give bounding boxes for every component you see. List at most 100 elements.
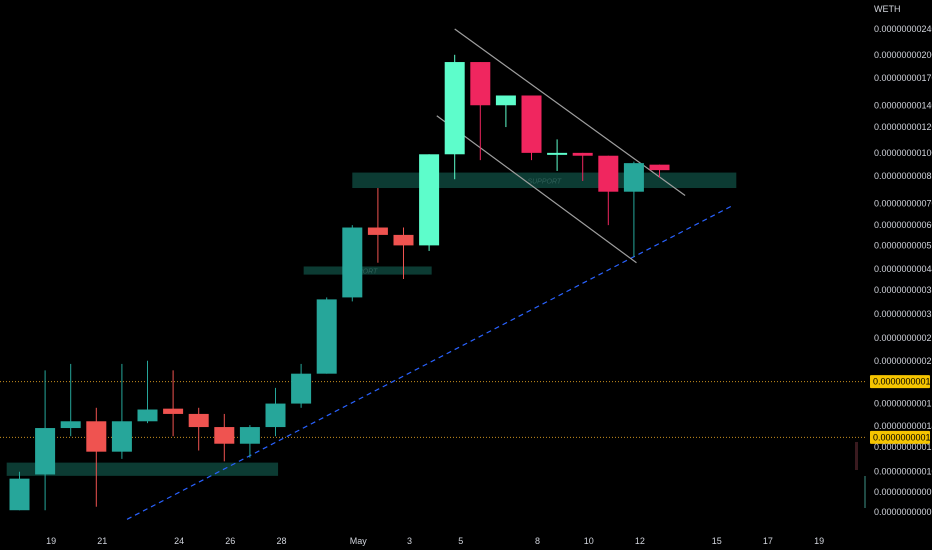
candle <box>419 154 440 251</box>
support-zone <box>6 462 279 476</box>
candle-body <box>239 427 260 444</box>
x-tick-label: 19 <box>46 536 56 546</box>
x-tick-label: 8 <box>535 536 540 546</box>
candle-body <box>111 421 132 452</box>
candle <box>521 95 542 161</box>
price-badge-label: 0.0000000001339 <box>873 432 932 442</box>
candle <box>137 360 158 424</box>
candle-body <box>572 152 593 156</box>
support-zone-label: PORT <box>358 269 378 276</box>
y-tick-label: 0.0000000005200 <box>874 240 932 250</box>
candle <box>572 152 593 181</box>
candle <box>214 413 235 462</box>
candle-body <box>9 478 30 511</box>
candle <box>316 297 337 374</box>
channel-lower-line <box>436 115 637 264</box>
y-tick-label: 0.0000000002700 <box>874 333 932 343</box>
candle <box>342 225 363 302</box>
candle-body <box>598 155 619 192</box>
x-tick-label: 26 <box>225 536 235 546</box>
price-lines-layer <box>0 381 866 438</box>
y-tick-label: 0.0000000003800 <box>874 285 932 295</box>
y-tick-label: 0.0000000007000 <box>874 198 932 208</box>
y-tick-label: 0.0000000001450 <box>874 421 932 431</box>
candle <box>393 227 414 280</box>
support-zone <box>303 266 432 275</box>
candle <box>470 62 491 161</box>
candle <box>163 370 184 437</box>
candle <box>623 161 644 257</box>
x-tick-label: 5 <box>458 536 463 546</box>
x-axis: 19 21 24 26 28 May 3 5 8 10 12 15 17 19 <box>46 536 824 546</box>
y-tick-label: 0.0000000004400 <box>874 264 932 274</box>
y-tick-label: 0.0000000008500 <box>874 171 932 181</box>
candle <box>111 363 132 459</box>
x-tick-label: 12 <box>635 536 645 546</box>
candle-body <box>649 164 670 171</box>
candle-body <box>316 299 337 374</box>
candle-body <box>60 421 81 429</box>
candle-body <box>393 234 414 246</box>
y-tick-label: 0.0000000010000 <box>874 148 932 158</box>
price-badge <box>870 430 930 444</box>
volume-marker <box>855 442 858 470</box>
candle-body <box>444 62 465 155</box>
y-tick-label: 0.0000000001050 <box>874 467 932 477</box>
x-tick-label: 15 <box>712 536 722 546</box>
candle <box>291 363 312 408</box>
candle-body <box>521 95 542 153</box>
y-tick-label: 0.0000000002300 <box>874 356 932 366</box>
x-tick-label: 21 <box>97 536 107 546</box>
price-badge-label: 0.0000000001985 <box>873 377 932 387</box>
candle <box>444 54 465 180</box>
y-tick-label: 0.0000000020000 <box>874 50 932 60</box>
candle-body <box>547 152 568 155</box>
candle <box>495 95 516 128</box>
candle-body <box>623 163 644 192</box>
price-badge <box>870 375 930 389</box>
candle <box>188 407 209 451</box>
candle-body <box>214 427 235 444</box>
y-tick-label: 0.0000000006000 <box>874 220 932 230</box>
candle <box>265 387 286 437</box>
candle <box>649 164 670 178</box>
candle-body <box>470 62 491 106</box>
candle <box>239 425 260 458</box>
y-tick-label: 0.0000000000790 <box>874 507 932 517</box>
candle <box>86 407 107 507</box>
candle-body <box>35 428 56 475</box>
candle <box>367 188 388 263</box>
candle <box>60 363 81 437</box>
candle-body <box>137 409 158 422</box>
y-tick-label: 0.0000000000910 <box>874 487 932 497</box>
candle-body <box>419 154 440 246</box>
candle-body <box>495 95 516 106</box>
x-tick-label: 24 <box>174 536 184 546</box>
candle-body <box>86 421 107 452</box>
y-tick-label: 0.0000000012000 <box>874 122 932 132</box>
candles-layer <box>9 54 670 511</box>
channel-upper-line <box>454 28 686 196</box>
candle-body <box>342 227 363 298</box>
x-tick-label: 3 <box>407 536 412 546</box>
x-tick-label: May <box>350 536 368 546</box>
candle-body <box>163 408 184 414</box>
y-tick-label: 0.0000000024000 <box>874 24 932 34</box>
y-tick-label: 0.0000000017000 <box>874 73 932 83</box>
candle-body <box>367 227 388 235</box>
support-zone-label: SUPPORT <box>527 178 561 185</box>
y-axis: WETH 0.0000000024000 0.0000000020000 0.0000… <box>870 4 932 517</box>
y-tick-label: 0.0000000003200 <box>874 309 932 319</box>
x-tick-label: 10 <box>584 536 594 546</box>
y-tick-label: 0.0000000001700 <box>874 399 932 409</box>
candle-body <box>188 413 209 428</box>
y-tick-label: 0.0000000014000 <box>874 100 932 110</box>
candle <box>35 370 56 511</box>
x-tick-label: 28 <box>276 536 286 546</box>
candle <box>9 471 30 511</box>
candle <box>547 139 568 171</box>
candle <box>598 155 619 226</box>
x-tick-label: 19 <box>814 536 824 546</box>
candle-body <box>291 373 312 404</box>
